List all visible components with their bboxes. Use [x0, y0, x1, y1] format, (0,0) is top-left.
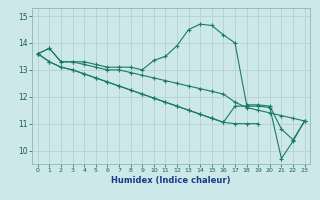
X-axis label: Humidex (Indice chaleur): Humidex (Indice chaleur)	[111, 176, 231, 185]
